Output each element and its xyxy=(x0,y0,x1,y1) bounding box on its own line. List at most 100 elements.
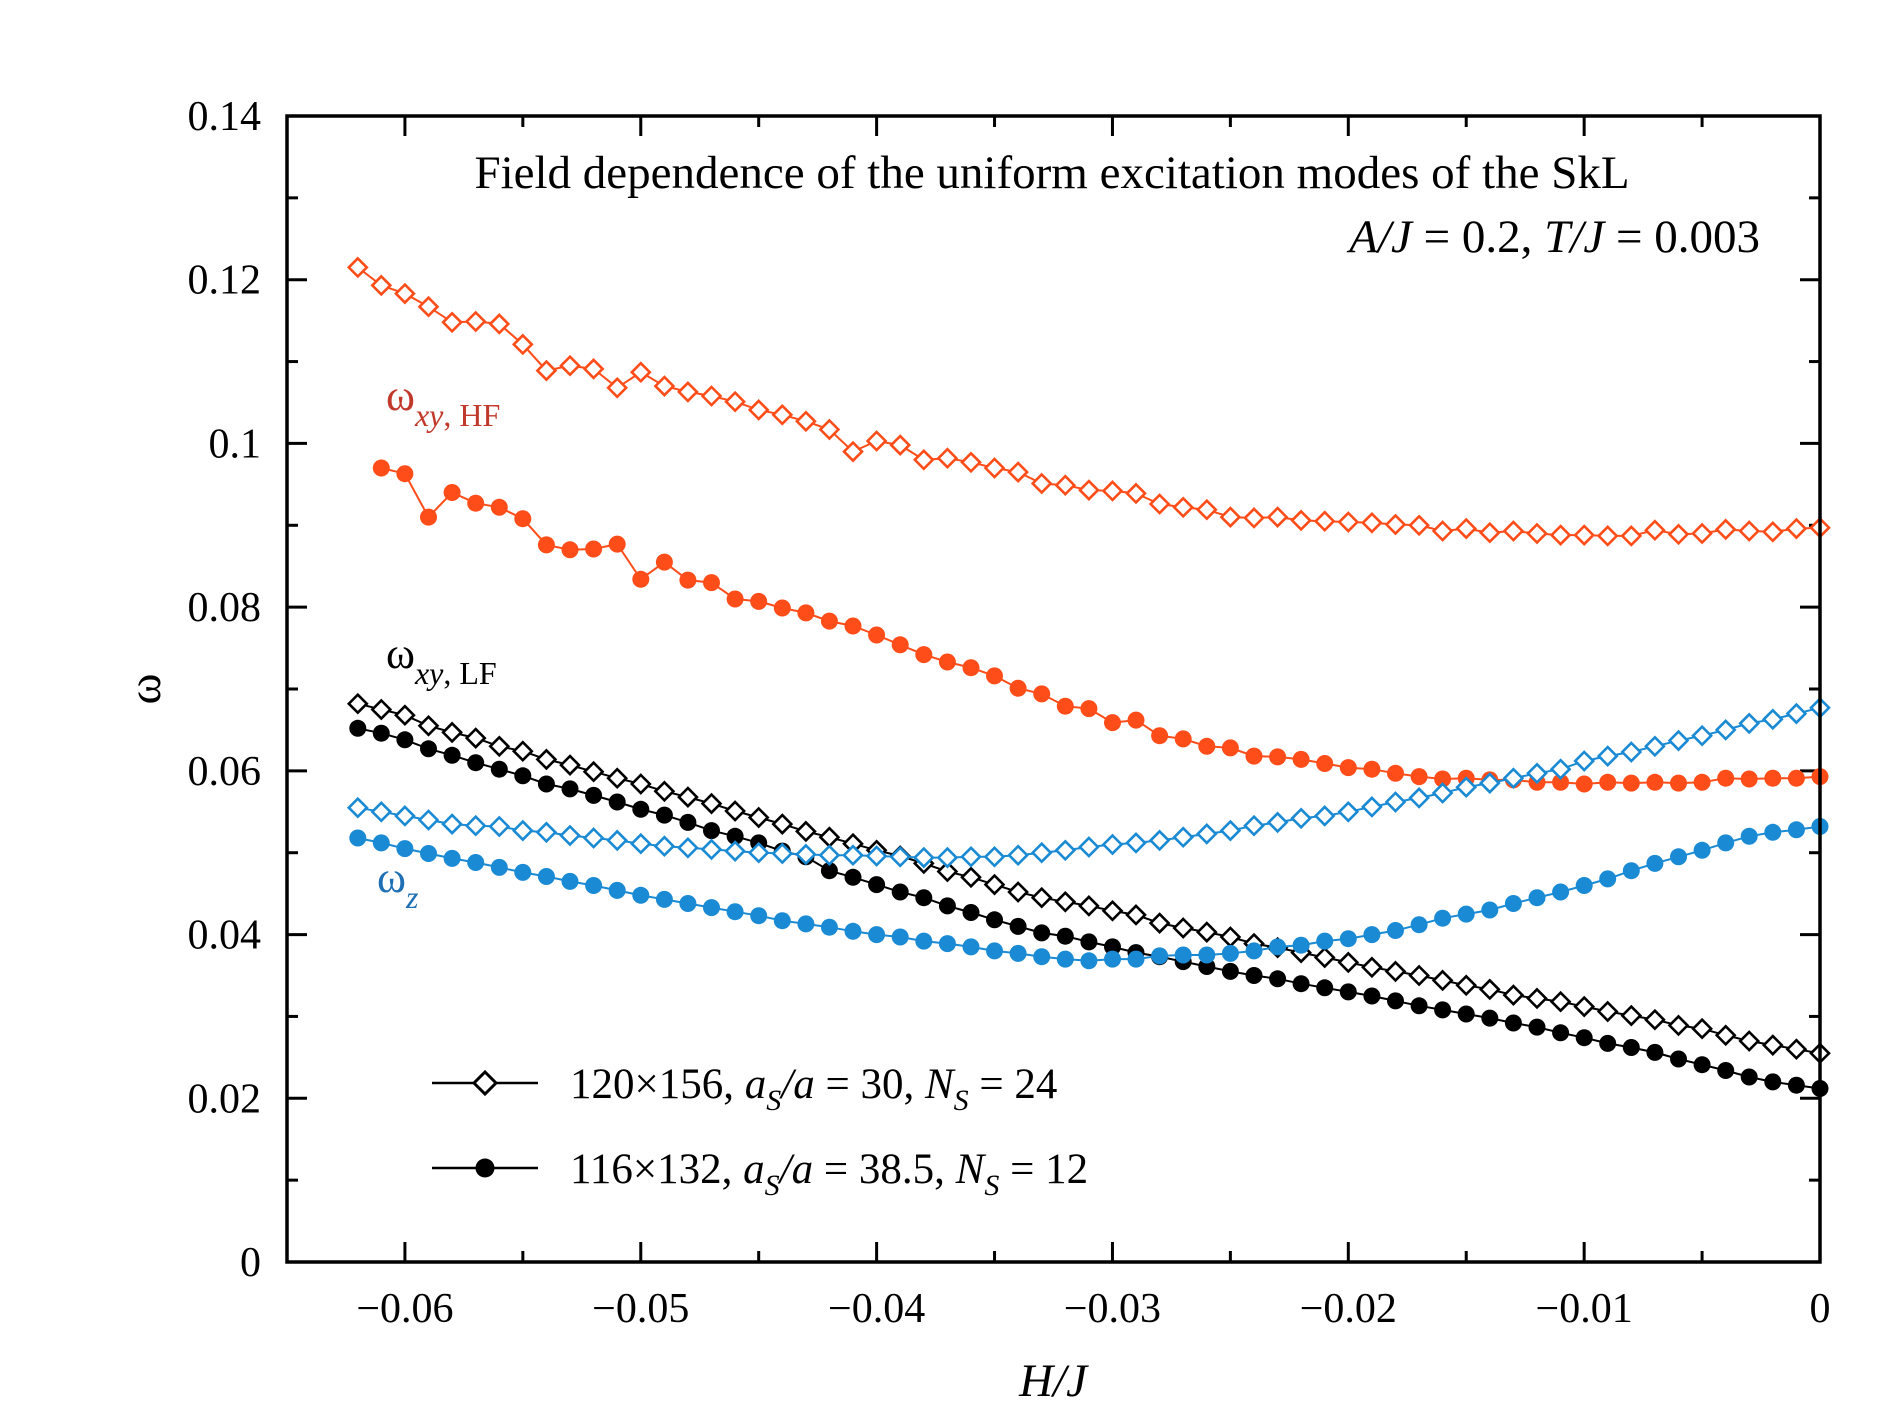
data-point xyxy=(1599,870,1617,888)
data-point xyxy=(1714,1024,1737,1047)
data-point xyxy=(1290,509,1312,532)
data-point xyxy=(488,313,511,335)
data-point xyxy=(1691,724,1713,747)
data-point xyxy=(1670,848,1687,866)
data-point xyxy=(1313,805,1336,827)
data-point xyxy=(938,935,956,953)
data-point xyxy=(960,866,982,889)
data-point xyxy=(1101,480,1124,502)
data-point xyxy=(561,780,579,798)
data-point xyxy=(1431,969,1454,992)
data-point xyxy=(726,903,744,921)
data-point xyxy=(1670,774,1687,792)
data-point xyxy=(915,932,933,950)
data-point xyxy=(370,274,393,297)
data-point xyxy=(1764,769,1782,787)
data-point xyxy=(1691,522,1713,545)
data-point xyxy=(417,295,440,318)
data-point xyxy=(1339,983,1357,1001)
data-point xyxy=(726,590,744,608)
legend-1-text-a: 120×156, xyxy=(570,1061,745,1108)
data-point xyxy=(844,868,862,886)
data-point xyxy=(889,434,912,456)
data-point xyxy=(747,399,770,421)
data-point xyxy=(1434,770,1452,788)
data-point xyxy=(915,889,933,907)
data-point xyxy=(1434,1001,1452,1019)
data-point xyxy=(1761,708,1784,731)
data-point xyxy=(960,451,982,474)
y-axis-label: ω xyxy=(119,674,171,705)
legend-2-aover: /a xyxy=(778,1146,813,1193)
data-point xyxy=(1101,899,1124,922)
data-point xyxy=(1339,930,1357,948)
data-point xyxy=(1056,950,1074,968)
data-point xyxy=(1761,520,1784,543)
legend-marker-open-diamond xyxy=(471,1069,499,1097)
data-point xyxy=(795,410,817,433)
data-point xyxy=(349,829,367,847)
x-tick-label: −0.05 xyxy=(592,1286,689,1332)
data-point xyxy=(983,873,1006,896)
data-point xyxy=(938,897,956,915)
data-point xyxy=(1693,1056,1711,1074)
data-point xyxy=(608,793,626,811)
data-point xyxy=(1740,1068,1758,1086)
data-point xyxy=(537,868,555,885)
subtitle-t-val: = 0.003 xyxy=(1604,211,1760,263)
legend-1-aover: /a xyxy=(779,1061,814,1108)
data-point xyxy=(1245,747,1263,765)
data-point xyxy=(1455,776,1478,799)
y-tick-label: 0.1 xyxy=(209,421,262,467)
data-point xyxy=(653,780,676,803)
data-point xyxy=(1478,772,1501,794)
data-point xyxy=(986,667,1003,685)
data-point xyxy=(394,805,416,827)
data-point xyxy=(1431,520,1454,542)
data-point xyxy=(1174,730,1192,748)
data-point xyxy=(1646,1043,1664,1061)
data-point xyxy=(1125,904,1147,926)
data-point xyxy=(561,872,579,890)
data-point xyxy=(891,883,909,901)
data-point xyxy=(1408,964,1430,987)
legend-text-1: 120×156, aS/a = 30, NS = 24 xyxy=(570,1061,1057,1117)
data-point xyxy=(537,775,555,793)
data-point xyxy=(467,754,485,772)
data-point xyxy=(1740,770,1758,788)
subtitle-t-var: T/J xyxy=(1544,211,1606,263)
data-point xyxy=(585,877,603,894)
data-point xyxy=(608,881,626,899)
data-point xyxy=(1552,883,1570,901)
data-point xyxy=(1290,807,1312,830)
data-point xyxy=(700,385,723,407)
series-label-omega-xy-hf: ωxy, HF xyxy=(386,371,500,433)
data-point xyxy=(868,926,886,944)
y-tick-label: 0 xyxy=(240,1240,261,1286)
data-point xyxy=(1266,506,1289,528)
data-point xyxy=(606,829,629,852)
data-point xyxy=(1738,1030,1761,1052)
data-point xyxy=(1575,877,1593,894)
data-point xyxy=(1573,995,1596,1018)
data-point xyxy=(582,760,605,783)
data-point xyxy=(1148,912,1171,934)
data-point xyxy=(443,484,461,501)
legend-text-2: 116×132, aS/a = 38.5, NS = 12 xyxy=(570,1146,1088,1202)
data-point xyxy=(420,508,437,526)
data-point xyxy=(1313,946,1336,969)
data-point xyxy=(1221,944,1239,962)
data-point xyxy=(1599,1034,1617,1052)
data-point xyxy=(417,714,440,737)
data-point xyxy=(842,440,864,463)
data-point xyxy=(1787,821,1805,839)
data-point xyxy=(1599,773,1617,791)
data-point xyxy=(372,459,390,477)
data-point xyxy=(632,570,650,588)
data-point xyxy=(1078,895,1100,917)
data-point xyxy=(582,358,605,380)
data-point xyxy=(1313,510,1336,533)
data-point xyxy=(1245,967,1263,984)
data-point xyxy=(1481,1009,1499,1027)
data-point xyxy=(1316,932,1334,950)
